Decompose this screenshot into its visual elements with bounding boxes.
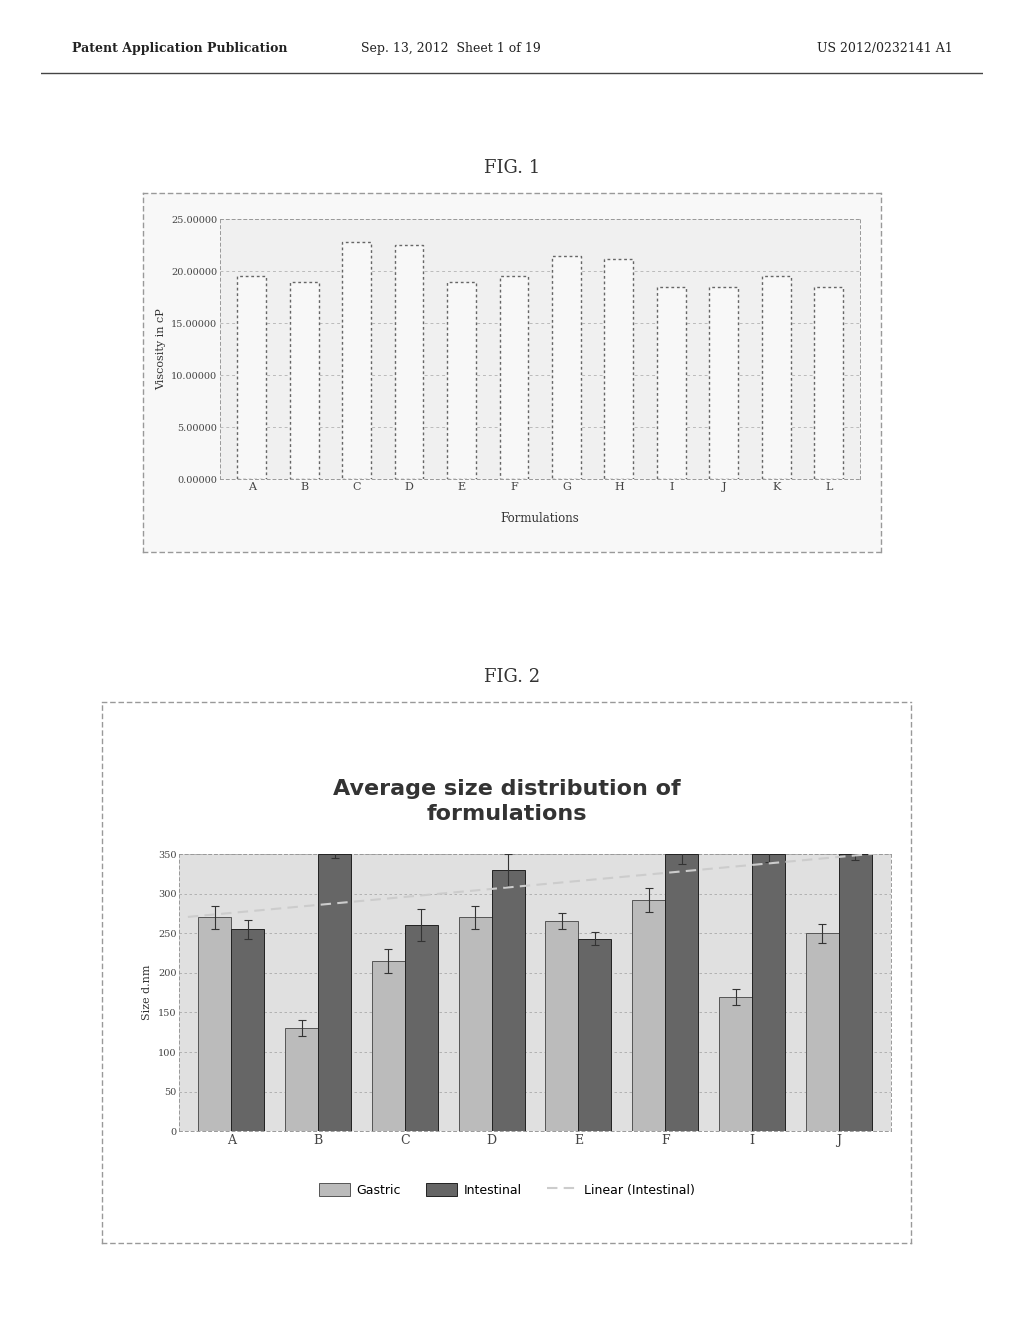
Bar [318,854,351,1131]
Bar [806,933,839,1131]
Bar [492,870,524,1131]
Bar [238,276,266,479]
Legend: Gastric, Intestinal, Linear (Intestinal): Gastric, Intestinal, Linear (Intestinal) [314,1179,699,1201]
Text: FIG. 2: FIG. 2 [484,668,540,685]
Text: Average size distribution of
formulations: Average size distribution of formulation… [333,779,681,824]
Bar [342,242,371,479]
Bar [762,276,791,479]
Bar [285,1028,318,1131]
Bar [710,286,738,479]
Bar [814,286,843,479]
Bar [604,259,633,479]
Bar [199,917,231,1131]
Text: Formulations: Formulations [501,512,580,525]
Bar [579,939,611,1131]
Y-axis label: Viscosity in cP: Viscosity in cP [156,309,166,389]
Bar [447,281,476,479]
Text: Sep. 13, 2012  Sheet 1 of 19: Sep. 13, 2012 Sheet 1 of 19 [360,42,541,55]
Text: Patent Application Publication: Patent Application Publication [72,42,287,55]
Bar [632,900,666,1131]
Bar [719,997,752,1131]
Bar [839,854,871,1131]
Bar [552,256,581,479]
Bar [546,921,579,1131]
Bar [500,276,528,479]
Bar [752,854,785,1131]
Y-axis label: Size d.nm: Size d.nm [142,965,153,1020]
Bar [290,281,318,479]
Bar [394,246,424,479]
Bar [656,286,686,479]
Bar [231,929,264,1131]
Bar [666,854,698,1131]
Text: FIG. 1: FIG. 1 [484,160,540,177]
Bar [404,925,438,1131]
Text: US 2012/0232141 A1: US 2012/0232141 A1 [816,42,952,55]
Bar [459,917,492,1131]
Bar [372,961,404,1131]
